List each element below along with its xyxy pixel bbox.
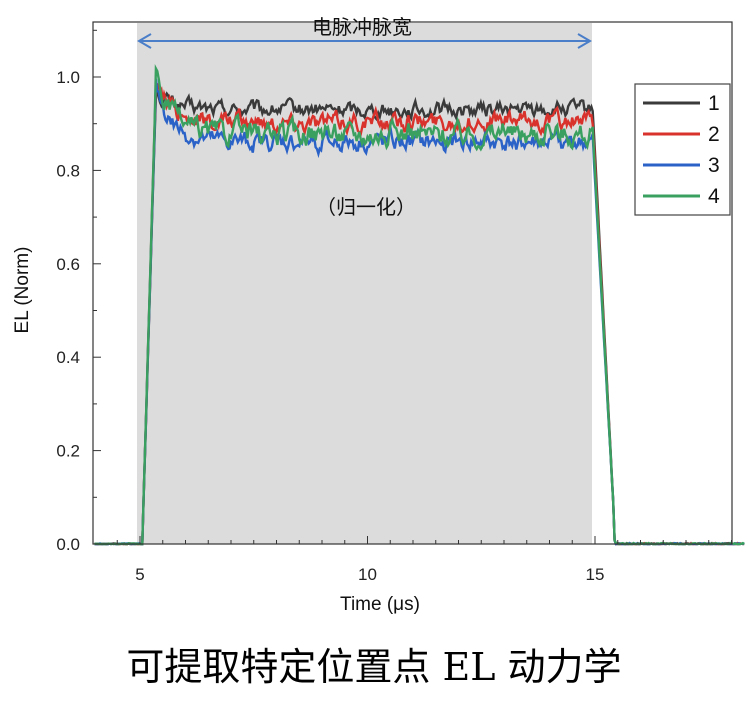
x-axis-label: Time (μs) <box>340 594 420 615</box>
pulse-width-label: 电脉冲脉宽 <box>312 15 412 39</box>
arrow-head-left <box>137 33 152 49</box>
legend-label-3: 3 <box>708 154 720 177</box>
legend: 1 2 3 4 <box>643 92 720 208</box>
normalized-label: （归一化） <box>316 195 416 219</box>
pulse-shaded-region <box>137 23 592 544</box>
tick-labels: 5 10 15 0.0 0.2 0.4 0.6 0.8 1.0 <box>56 68 604 584</box>
caption: 可提取特定位置点 EL 动力学 <box>126 645 622 689</box>
y-tick-label: 0.8 <box>56 161 80 180</box>
y-tick-label: 0.4 <box>56 348 80 367</box>
y-tick-label: 1.0 <box>56 68 80 87</box>
axis-ticks <box>93 29 732 545</box>
x-tick-label: 15 <box>586 565 605 584</box>
x-tick-label: 10 <box>358 565 377 584</box>
x-tick-label: 5 <box>135 565 144 584</box>
legend-label-2: 2 <box>708 123 720 146</box>
y-tick-label: 0.0 <box>56 535 80 554</box>
legend-box <box>634 83 731 216</box>
y-tick-label: 0.6 <box>56 255 80 274</box>
arrow-head-right <box>577 33 592 49</box>
y-tick-label: 0.2 <box>56 442 80 461</box>
legend-label-1: 1 <box>708 92 720 115</box>
legend-label-4: 4 <box>708 185 720 208</box>
y-axis-label: EL (Norm) <box>12 247 33 334</box>
el-chart: 5 10 15 0.0 0.2 0.4 0.6 0.8 1.0 电脉冲脉宽 （归一化） Time… <box>12 15 745 615</box>
